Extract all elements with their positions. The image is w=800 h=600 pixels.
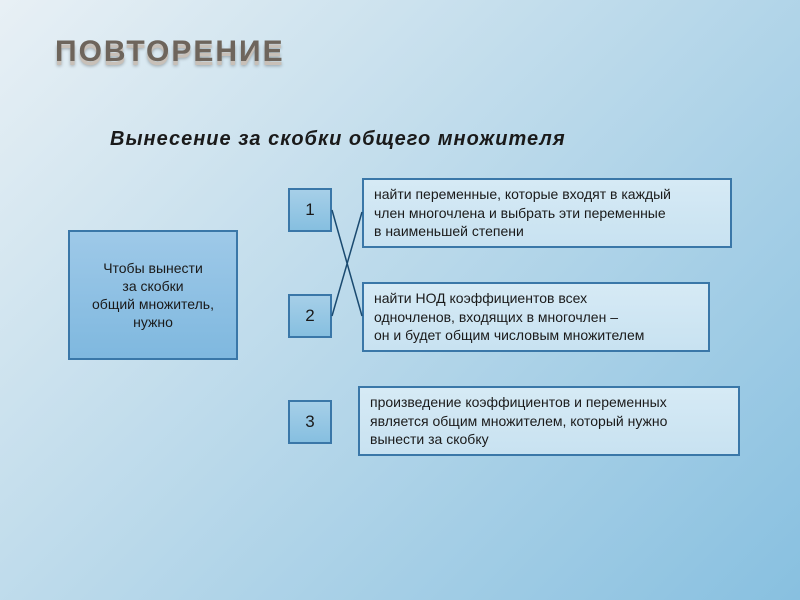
slide: ПОВТОРЕНИЕ Вынесение за скобки общего мн… bbox=[0, 0, 800, 600]
step-desc-3: произведение коэффициентов и переменныхя… bbox=[358, 386, 740, 456]
slide-title: ПОВТОРЕНИЕ bbox=[55, 35, 285, 69]
connector-line-1 bbox=[332, 210, 362, 316]
step-number-3-label: 3 bbox=[305, 412, 314, 432]
slide-subtitle: Вынесение за скобки общего множителя bbox=[110, 128, 566, 151]
connector-line-2 bbox=[332, 212, 362, 316]
step-desc-2: найти НОД коэффициентов всеходночленов, … bbox=[362, 282, 710, 352]
left-instruction-box: Чтобы вынестиза скобкиобщий множитель,ну… bbox=[68, 230, 238, 360]
step-number-2-label: 2 bbox=[305, 306, 314, 326]
step-number-1: 1 bbox=[288, 188, 332, 232]
step-number-2: 2 bbox=[288, 294, 332, 338]
step-number-3: 3 bbox=[288, 400, 332, 444]
step-desc-1: найти переменные, которые входят в кажды… bbox=[362, 178, 732, 248]
step-desc-2-text: найти НОД коэффициентов всеходночленов, … bbox=[374, 289, 644, 346]
step-desc-3-text: произведение коэффициентов и переменныхя… bbox=[370, 393, 667, 450]
step-desc-1-text: найти переменные, которые входят в кажды… bbox=[374, 185, 671, 242]
step-number-1-label: 1 bbox=[305, 200, 314, 220]
left-instruction-text: Чтобы вынестиза скобкиобщий множитель,ну… bbox=[92, 259, 214, 332]
